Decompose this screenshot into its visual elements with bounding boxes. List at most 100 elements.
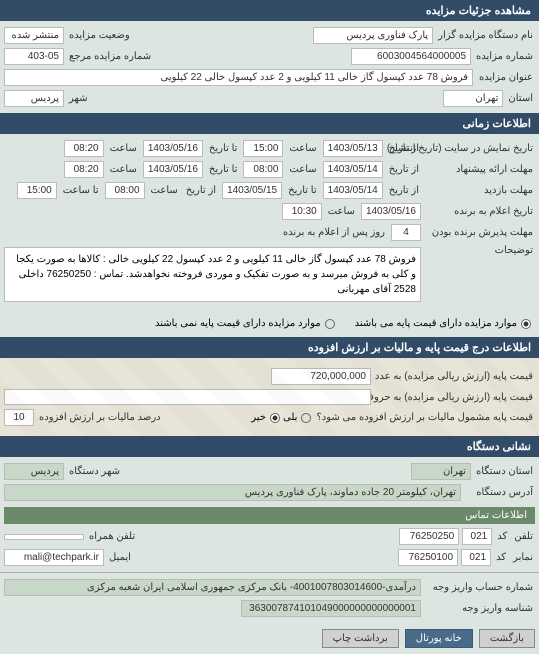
vat-yes[interactable]: بلی bbox=[283, 412, 311, 423]
time-lbl-1: ساعت bbox=[287, 143, 318, 154]
radio-has-base[interactable]: موارد مزایده دارای قیمت پایه می باشند bbox=[355, 318, 531, 329]
city-value: پردیس bbox=[4, 90, 64, 107]
org-address-label: آدرس دستگاه bbox=[465, 487, 535, 498]
org-header: نشانی دستگاه bbox=[0, 436, 539, 457]
city-label: شهر bbox=[67, 93, 90, 104]
code-label-2: کد bbox=[494, 552, 508, 563]
announce-time: 10:30 bbox=[282, 203, 322, 220]
email-value: mali@techpark.ir bbox=[4, 549, 104, 566]
price-body: قیمت پایه (ارزش ریالی مزایده) به عدد 720… bbox=[0, 358, 539, 436]
org-value: پارک فناوری پردیس bbox=[313, 27, 433, 44]
to-time-lbl-3: تا ساعت bbox=[61, 185, 101, 196]
to-lbl-3: تا تاریخ bbox=[286, 185, 319, 196]
visit-from: 1403/05/14 bbox=[323, 182, 383, 199]
offer-to: 1403/05/16 bbox=[143, 161, 203, 178]
announce-label: تاریخ اعلام به برنده bbox=[425, 206, 535, 217]
timing-header: اطلاعات زمانی bbox=[0, 113, 539, 134]
timing-body: تاریخ نمایش در سایت (تاریخ انتشار) از تا… bbox=[0, 134, 539, 310]
radio-no-base[interactable]: موارد مزایده دارای قیمت پایه نمی باشند bbox=[155, 318, 335, 329]
fax-num: 76250100 bbox=[398, 549, 458, 566]
org-province-value: تهران bbox=[411, 463, 471, 480]
radio-on-icon-2 bbox=[270, 413, 280, 423]
org-body: استان دستگاهتهران شهر دستگاهپردیس آدرس د… bbox=[0, 457, 539, 572]
fax-label: نمابر bbox=[511, 552, 535, 563]
org-province-label: استان دستگاه bbox=[474, 466, 535, 477]
from-time-lbl-3: از تاریخ bbox=[184, 185, 218, 196]
button-row: بازگشت خانه پورتال برداشت چاپ bbox=[0, 623, 539, 654]
print-button[interactable]: برداشت چاپ bbox=[322, 629, 399, 648]
radio-off-icon-2 bbox=[301, 413, 311, 423]
time-lbl-1b: ساعت bbox=[108, 143, 139, 154]
details-body: نام دستگاه مزایده گزارپارک فناوری پردیس … bbox=[0, 21, 539, 113]
base-txt-value bbox=[4, 389, 371, 405]
time-lbl-2: ساعت bbox=[287, 164, 318, 175]
from-lbl-2: از تاریخ bbox=[387, 164, 421, 175]
status-label: وضعیت مزایده bbox=[67, 30, 132, 41]
desc-label: توضیحات bbox=[425, 245, 535, 256]
to-lbl-1: تا تاریخ bbox=[207, 143, 240, 154]
base-num-label: قیمت پایه (ارزش ریالی مزایده) به عدد bbox=[375, 371, 535, 382]
org-city-value: پردیس bbox=[4, 463, 64, 480]
base-price-option: موارد مزایده دارای قیمت پایه می باشند مو… bbox=[0, 310, 539, 337]
org-address-value: تهران، کیلومتر 20 جاده دماوند، پارک فناو… bbox=[4, 484, 461, 501]
id-label: شناسه واریز وجه bbox=[425, 603, 535, 614]
time-lbl-4: ساعت bbox=[326, 206, 357, 217]
vat-no-lbl: خیر bbox=[251, 412, 266, 423]
vat-q-label: قیمت پایه مشمول مالیات بر ارزش افزوده می… bbox=[314, 412, 535, 423]
price-header: اطلاعات درج قیمت پایه و مالیات بر ارزش ا… bbox=[0, 337, 539, 358]
winner-days-label: روز پس از اعلام به برنده bbox=[281, 227, 387, 238]
offer-time: 08:00 bbox=[243, 161, 283, 178]
visit-from-time: 08:00 bbox=[105, 182, 145, 199]
vat-pct-label: درصد مالیات بر ارزش افزوده bbox=[37, 412, 163, 423]
base-txt-label: قیمت پایه (ارزش ریالی مزایده) به حروف bbox=[375, 392, 535, 403]
publish-from: 1403/05/13 bbox=[323, 140, 383, 157]
account-body: شماره حساب واریز وجه درآمدی-400100780301… bbox=[0, 572, 539, 623]
status-value: منتشر شده bbox=[4, 27, 64, 44]
details-header: مشاهده جزئیات مزایده bbox=[0, 0, 539, 21]
from-lbl-1: از تاریخ bbox=[387, 143, 421, 154]
visit-to: 1403/05/15 bbox=[222, 182, 282, 199]
vat-pct-value: 10 bbox=[4, 409, 34, 426]
preview-button[interactable]: خانه پورتال bbox=[405, 629, 473, 648]
visit-label: مهلت بازدید bbox=[425, 185, 535, 196]
auction-no-label: شماره مزایده bbox=[474, 51, 535, 62]
time-lbl-2b: ساعت bbox=[108, 164, 139, 175]
vat-no[interactable]: خیر bbox=[251, 412, 280, 423]
mobile-label: تلفن همراه bbox=[87, 531, 137, 542]
offer-label: مهلت ارائه پیشنهاد bbox=[425, 164, 535, 175]
radio-on-icon bbox=[521, 319, 531, 329]
publish-to: 1403/05/16 bbox=[143, 140, 203, 157]
province-label: استان bbox=[506, 93, 535, 104]
to-lbl-2: تا تاریخ bbox=[207, 164, 240, 175]
desc-text: فروش 78 عدد کپسول گاز خالی 11 کیلویی و 2… bbox=[4, 247, 421, 302]
phone-num: 76250250 bbox=[399, 528, 459, 545]
radio1-label: موارد مزایده دارای قیمت پایه می باشند bbox=[355, 318, 517, 329]
id-value: 363007874101049000000000000001 bbox=[241, 600, 421, 617]
radio-off-icon bbox=[325, 319, 335, 329]
base-num-value: 720,000,000 bbox=[271, 368, 371, 385]
publish-to-time: 08:20 bbox=[64, 140, 104, 157]
back-button[interactable]: بازگشت bbox=[479, 629, 535, 648]
org-city-label: شهر دستگاه bbox=[67, 466, 122, 477]
publish-time: 15:00 bbox=[243, 140, 283, 157]
mobile-value bbox=[4, 534, 84, 540]
winner-days: 4 bbox=[391, 224, 421, 241]
radio2-label: موارد مزایده دارای قیمت پایه نمی باشند bbox=[155, 318, 321, 329]
phone-code: 021 bbox=[462, 528, 492, 545]
time-lbl-3: ساعت bbox=[149, 185, 180, 196]
offer-to-time: 08:20 bbox=[64, 161, 104, 178]
ref-no-label: شماره مزایده مرجع bbox=[67, 51, 153, 62]
subject-value: فروش 78 عدد کپسول گاز خالی 11 کیلویی و 2… bbox=[4, 69, 473, 86]
publish-label: تاریخ نمایش در سایت (تاریخ انتشار) bbox=[425, 143, 535, 154]
acc-value: درآمدی-4001007803014600- بانک مرکزی جمهو… bbox=[4, 579, 421, 596]
offer-from: 1403/05/14 bbox=[323, 161, 383, 178]
code-label-1: کد bbox=[495, 531, 509, 542]
auction-no-value: 6003004564000005 bbox=[351, 48, 471, 65]
email-label: ایمیل bbox=[107, 552, 133, 563]
announce-date: 1403/05/16 bbox=[361, 203, 421, 220]
province-value: تهران bbox=[443, 90, 503, 107]
phone-label: تلفن bbox=[512, 531, 535, 542]
subject-label: عنوان مزایده bbox=[477, 72, 535, 83]
ref-no-value: 403-05 bbox=[4, 48, 64, 65]
vat-yes-lbl: بلی bbox=[283, 412, 297, 423]
